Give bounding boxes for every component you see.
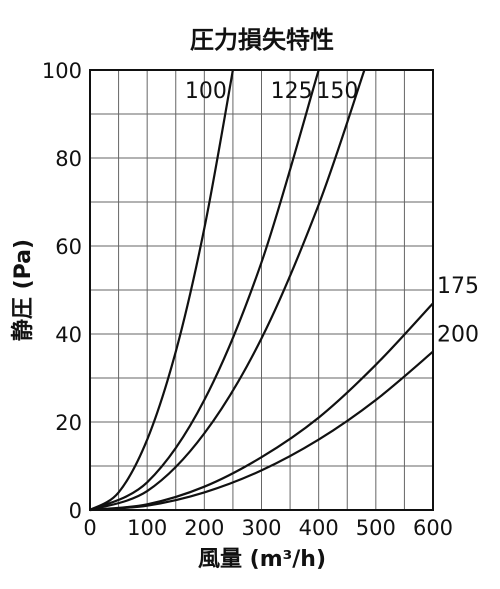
series-label-150: 150 <box>316 79 358 104</box>
series-line-125 <box>89 69 320 512</box>
y-tick-label: 20 <box>55 411 82 435</box>
x-tick-label: 600 <box>413 516 453 540</box>
y-tick-label: 0 <box>69 499 82 523</box>
x-tick-label: 0 <box>83 516 96 540</box>
y-tick-label: 80 <box>55 147 82 171</box>
y-axis-label: 静圧 (Pa) <box>10 239 36 341</box>
curves <box>89 69 434 512</box>
y-tick-labels: 0 20 40 60 80 100 <box>42 59 82 523</box>
series-line-100 <box>89 69 234 511</box>
x-tick-labels: 0 100 200 300 400 500 600 <box>83 516 453 540</box>
x-tick-label: 200 <box>184 516 224 540</box>
grid <box>90 70 433 510</box>
series-line-200 <box>89 350 434 512</box>
y-tick-label: 100 <box>42 59 82 83</box>
y-tick-label: 40 <box>55 323 82 347</box>
series-label-100: 100 <box>185 79 227 104</box>
series-line-150 <box>89 69 366 512</box>
series-label-125: 125 <box>271 79 313 104</box>
x-axis-label: 風量 (m³/h) <box>198 547 326 572</box>
x-tick-label: 100 <box>127 516 167 540</box>
x-tick-label: 300 <box>241 516 281 540</box>
x-tick-label: 500 <box>356 516 396 540</box>
series-line-175 <box>89 302 434 512</box>
chart-title: 圧力損失特性 <box>190 26 334 54</box>
x-tick-label: 400 <box>299 516 339 540</box>
plot-frame <box>89 69 434 511</box>
series-label-175: 175 <box>437 274 479 299</box>
y-tick-label: 60 <box>55 235 82 259</box>
series-label-200: 200 <box>437 323 479 348</box>
series-labels: 100 125 150 175 200 <box>185 79 479 348</box>
